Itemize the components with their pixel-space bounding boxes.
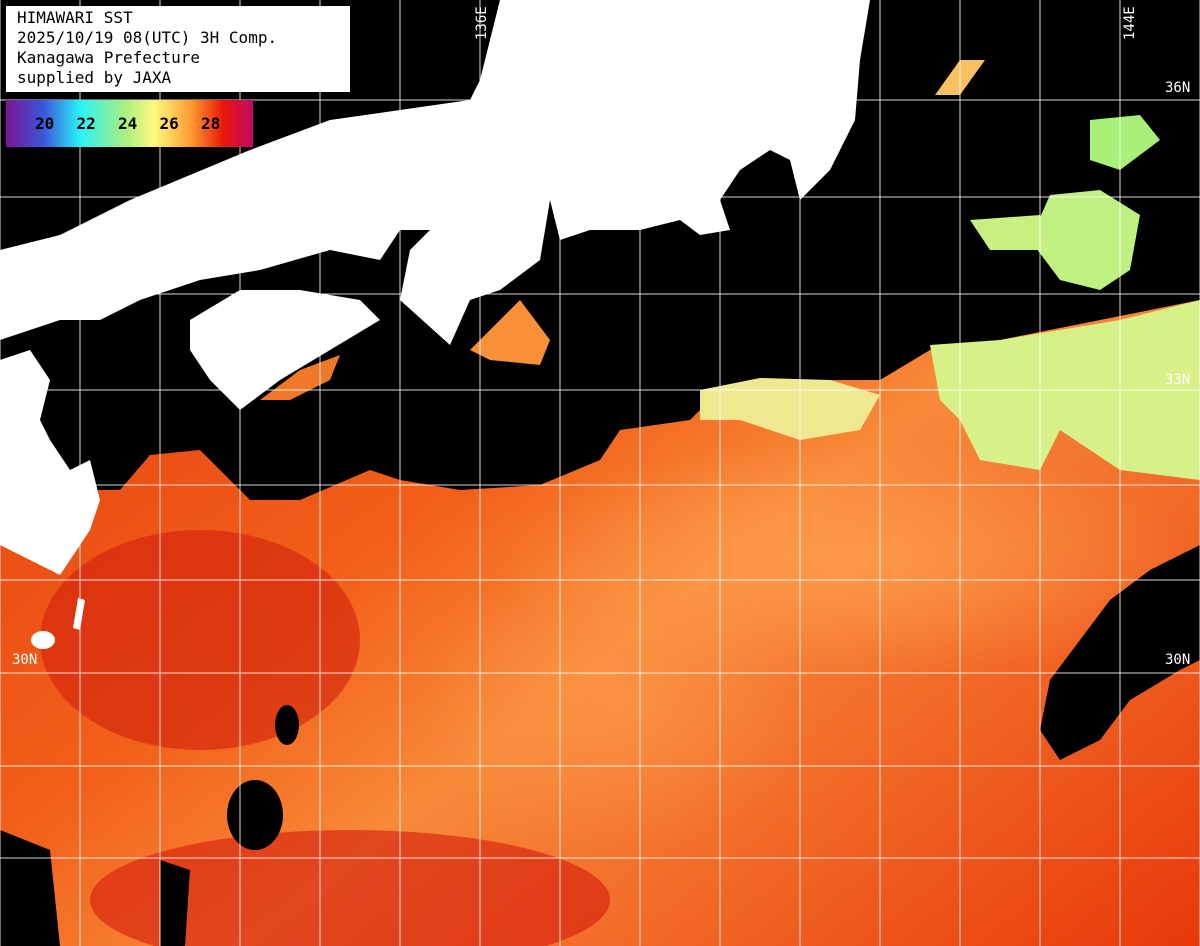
land-island (73, 598, 85, 630)
legend-tick: 26 (159, 114, 179, 133)
lat-label-30n-right: 30N (1165, 652, 1191, 668)
cloud-mask (0, 830, 60, 946)
info-box: HIMAWARI SST 2025/10/19 08(UTC) 3H Comp. K… (6, 6, 350, 92)
cool-patch (700, 378, 880, 440)
cool-patch (1030, 190, 1140, 290)
cool-patch (970, 215, 1050, 250)
legend-tick: 28 (201, 114, 221, 133)
legend-tick: 20 (35, 114, 55, 133)
land-island (31, 631, 55, 649)
land-kyushu (0, 350, 100, 575)
cloud-mask (227, 780, 283, 850)
credit-label: supplied by JAXA (17, 68, 172, 87)
lat-label-36n: 36N (1165, 80, 1191, 96)
color-scale-legend: 20 22 24 26 28 (6, 100, 253, 147)
legend-tick: 24 (118, 114, 138, 133)
lat-label-30n-left: 30N (12, 652, 38, 668)
land-shikoku (190, 290, 380, 410)
warm-patch (470, 300, 550, 365)
product-title: HIMAWARI SST (17, 8, 133, 27)
lat-label-33n: 33N (1165, 372, 1191, 388)
land-honshu (0, 0, 870, 345)
cloud-mask (275, 705, 299, 745)
hot-patch (40, 530, 360, 750)
legend-tick: 22 (76, 114, 96, 133)
observation-datetime: 2025/10/19 08(UTC) 3H Comp. (17, 28, 278, 47)
lon-label-144e: 144E (1122, 6, 1138, 40)
cool-patch (1090, 115, 1160, 170)
cloud-mask (160, 860, 190, 946)
region-label: Kanagawa Prefecture (17, 48, 201, 67)
lon-label-136e: 136E (474, 6, 490, 40)
